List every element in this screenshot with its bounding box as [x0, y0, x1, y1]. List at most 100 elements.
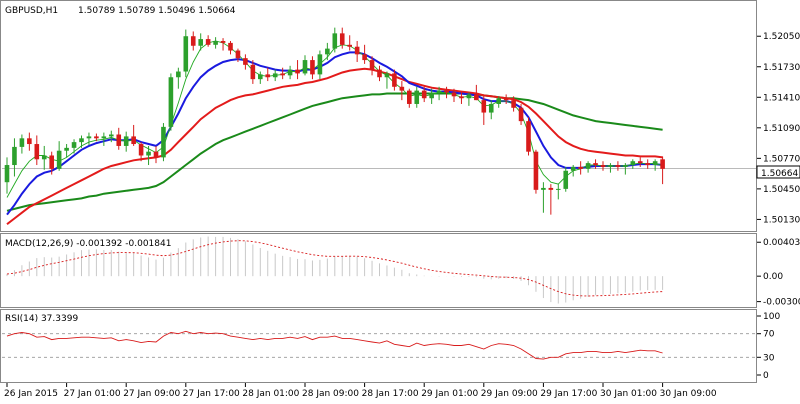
candle [19, 134, 25, 154]
candle-body [339, 33, 345, 45]
candle [86, 132, 92, 145]
candle [459, 92, 464, 104]
macd-indicator [6, 236, 664, 304]
candle [503, 94, 509, 104]
candle [220, 38, 226, 51]
candle-body [541, 187, 546, 190]
candle [518, 103, 524, 125]
candle-body [578, 166, 583, 169]
candle-body [623, 165, 628, 167]
candle [205, 35, 211, 47]
candle [399, 81, 405, 101]
candle [64, 144, 69, 158]
candle [578, 161, 583, 175]
time-tick-label: 29 Jan 01:00 [421, 389, 478, 399]
candle-body [302, 60, 308, 74]
price-tick-label: 1.51410 [763, 93, 800, 103]
candle-body [295, 69, 300, 74]
candle [526, 117, 531, 156]
candle-body [526, 121, 531, 152]
candle-body [637, 161, 643, 164]
candle-body [243, 58, 248, 65]
candle [414, 86, 420, 108]
candle-body [79, 138, 84, 143]
time-tick-label: 28 Jan 17:00 [362, 389, 419, 399]
candle-body [518, 107, 524, 122]
candle-body [272, 73, 278, 78]
candle [243, 54, 248, 70]
candle-body [474, 94, 479, 101]
price-tick-label: 1.51730 [763, 63, 800, 73]
rsi-tick-label: 30 [763, 353, 775, 363]
time-tick-label: 30 Jan 09:00 [660, 389, 717, 399]
candle [608, 163, 613, 173]
candle-body [131, 136, 136, 145]
candle [615, 161, 621, 171]
candle-body [265, 74, 271, 78]
time-tick-label: 28 Jan 09:00 [302, 389, 359, 399]
ma-mid-line [6, 67, 663, 225]
candle [630, 159, 636, 169]
candle [451, 88, 457, 103]
price-tick-label: 1.50770 [763, 154, 800, 164]
candle [369, 56, 375, 76]
candle [198, 33, 203, 51]
candle [436, 86, 442, 101]
ohlc-readout: 1.50789 1.50789 1.50496 1.50664 [78, 6, 236, 16]
price-tick-label: 1.52050 [763, 32, 800, 42]
candle [600, 161, 606, 171]
candle [49, 151, 54, 175]
rsi-indicator [2, 330, 756, 360]
candle-body [496, 98, 501, 104]
candle [34, 135, 40, 166]
candle-body [205, 39, 211, 45]
candle-body [34, 144, 40, 160]
candle [161, 123, 166, 162]
ma-fast-line [6, 51, 663, 216]
candle [660, 156, 665, 185]
candle [310, 56, 315, 80]
candle-body [49, 155, 54, 169]
candle-body [362, 54, 367, 61]
time-tick-label: 29 Jan 09:00 [481, 389, 538, 399]
candle [392, 69, 397, 91]
candle [637, 157, 643, 167]
candle [377, 65, 382, 82]
candle-body [168, 77, 174, 127]
candle-body [392, 73, 397, 87]
symbol-label: GBPUSD,H1 [5, 6, 58, 16]
candle [56, 141, 62, 171]
candle-body [64, 147, 69, 151]
candle [481, 96, 487, 125]
candle [123, 131, 129, 152]
candle-body [235, 50, 241, 59]
candle-body [533, 151, 539, 190]
candle-body [228, 42, 233, 51]
candle [570, 165, 576, 177]
candle-body [310, 60, 315, 75]
candle-body [466, 94, 472, 99]
candle-body [444, 90, 449, 93]
candle [339, 27, 345, 49]
candle-body [369, 60, 375, 70]
candle-body [511, 100, 516, 108]
candle [235, 48, 241, 62]
candle-body [556, 188, 561, 190]
rsi-tick-label: 70 [763, 330, 775, 340]
candle [325, 42, 330, 61]
candle-body [317, 54, 323, 75]
macd-signal-line [6, 240, 663, 297]
price-tick-label: 1.50450 [763, 185, 800, 195]
candle [228, 40, 233, 55]
candle-body [660, 159, 665, 169]
candle [94, 133, 99, 142]
candle-body [176, 71, 181, 78]
candle-body [213, 40, 218, 45]
candle-body [287, 69, 293, 76]
candle [332, 27, 338, 53]
candle [623, 163, 628, 175]
candle [362, 44, 367, 64]
candle [146, 145, 151, 166]
candle-body [354, 46, 360, 55]
